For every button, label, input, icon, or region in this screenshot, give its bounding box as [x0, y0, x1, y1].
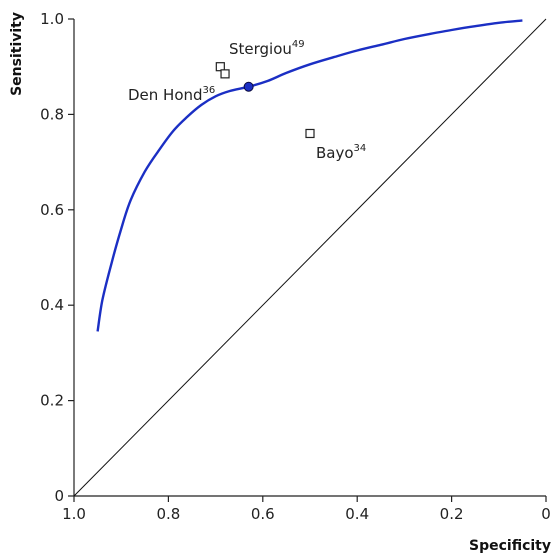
sroc-curve — [96, 19, 523, 332]
y-tick-label: 1.0 — [40, 10, 64, 28]
axes: 1.0 0.8 0.6 0.4 0.2 0 0 0.2 0.4 0.6 0.8 1.0 — [40, 10, 551, 523]
x-tick-label: 0.4 — [345, 505, 369, 523]
study-label: Bayo34 — [316, 143, 366, 162]
x-tick-label: 0.8 — [156, 505, 180, 523]
data-marks — [73, 18, 547, 497]
y-tick-label: 0 — [54, 487, 64, 505]
summary-point — [243, 81, 254, 92]
study-label: Den Hond36 — [128, 85, 215, 104]
x-tick-label: 1.0 — [62, 505, 86, 523]
study-point — [215, 62, 225, 72]
study-point — [220, 69, 230, 79]
x-axis-title: Specificity — [469, 538, 551, 554]
x-tick-label: 0.2 — [440, 505, 464, 523]
y-tick-label: 0.2 — [40, 392, 64, 410]
y-tick-label: 0.8 — [40, 105, 64, 123]
y-tick-label: 0.6 — [40, 201, 64, 219]
study-point — [305, 128, 315, 139]
x-tick-label: 0 — [541, 505, 551, 523]
y-tick-label: 0.4 — [40, 296, 64, 314]
labels: Specificity Sensitivity Stergiou49 Den Hond… — [9, 12, 551, 554]
x-tick-label: 0.6 — [251, 505, 275, 523]
y-axis-title: Sensitivity — [9, 12, 25, 96]
reference-diagonal-line — [73, 18, 547, 497]
study-label: Stergiou49 — [229, 39, 305, 58]
